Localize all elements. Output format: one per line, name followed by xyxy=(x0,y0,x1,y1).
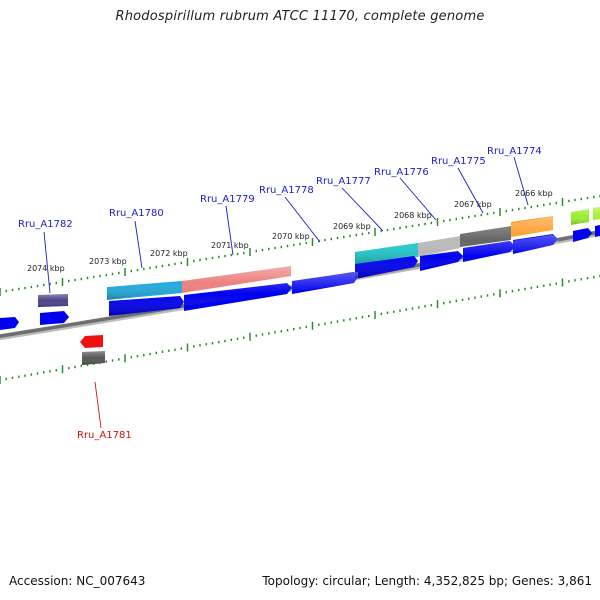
feature-shading xyxy=(38,207,600,307)
kbp-label-2067: 2067 kbp xyxy=(454,200,492,209)
kbp-label-2071: 2071 kbp xyxy=(211,241,249,250)
kbp-label-2066: 2066 kbp xyxy=(515,189,553,198)
figure-title: Rhodospirillum rubrum ATCC 11170, comple… xyxy=(115,9,485,24)
gene-label-rru-a1779: Rru_A1779 xyxy=(200,194,255,205)
kbp-label-2070: 2070 kbp xyxy=(272,232,310,241)
accession-text: Accession: NC_007643 xyxy=(9,574,146,588)
gene-label-rru-a1774: Rru_A1774 xyxy=(487,146,542,157)
kbp-label-2074: 2074 kbp xyxy=(27,264,65,273)
leader-rru-a1779 xyxy=(225,205,234,256)
gene-label-rru-a1778: Rru_A1778 xyxy=(259,185,314,196)
leader-rru-a1778 xyxy=(284,196,321,243)
leader-rru-a1776 xyxy=(399,177,437,221)
gene-label-rru-a1780: Rru_A1780 xyxy=(109,208,164,219)
genome-summary-text: Topology: circular; Length: 4,352,825 bp… xyxy=(262,574,592,588)
cds-arrow-10 xyxy=(573,228,592,242)
upper-tick-ruler xyxy=(0,194,600,296)
kbp-label-2072: 2072 kbp xyxy=(150,249,188,258)
cds-arrow-track xyxy=(0,225,600,330)
gene-label-rru-a1775: Rru_A1775 xyxy=(431,156,486,167)
feature-track xyxy=(38,207,600,307)
kbp-labels: 2074 kbp 2073 kbp 2072 kbp 2071 kbp 2070… xyxy=(27,189,553,273)
gene-label-rru-a1776: Rru_A1776 xyxy=(374,167,429,178)
gene-label-rru-a1777: Rru_A1777 xyxy=(316,176,371,187)
lower-tick-ruler xyxy=(0,274,600,384)
leader-rru-a1777 xyxy=(341,187,384,232)
kbp-label-2073: 2073 kbp xyxy=(89,257,127,266)
kbp-label-2068: 2068 kbp xyxy=(394,211,432,220)
cds-arrow-2 xyxy=(40,311,69,325)
reverse-strand-track xyxy=(80,335,105,365)
cds-arrow-1 xyxy=(0,317,19,330)
kbp-label-2069: 2069 kbp xyxy=(333,222,371,231)
leader-rru-a1781 xyxy=(94,381,102,429)
leader-rru-a1774 xyxy=(513,156,529,206)
label-leader-lines xyxy=(43,156,529,294)
leader-rru-a1782 xyxy=(43,231,51,294)
leader-rru-a1780 xyxy=(134,220,143,269)
feature-arrow-rru-a1781 xyxy=(80,335,103,348)
gene-label-rru-a1781: Rru_A1781 xyxy=(77,430,132,441)
gene-labels: Rru_A1782 Rru_A1780 Rru_A1779 Rru_A1778 … xyxy=(18,146,542,441)
leader-rru-a1775 xyxy=(457,167,484,214)
cds-arrow-11 xyxy=(595,225,600,237)
gene-label-rru-a1782: Rru_A1782 xyxy=(18,219,73,230)
